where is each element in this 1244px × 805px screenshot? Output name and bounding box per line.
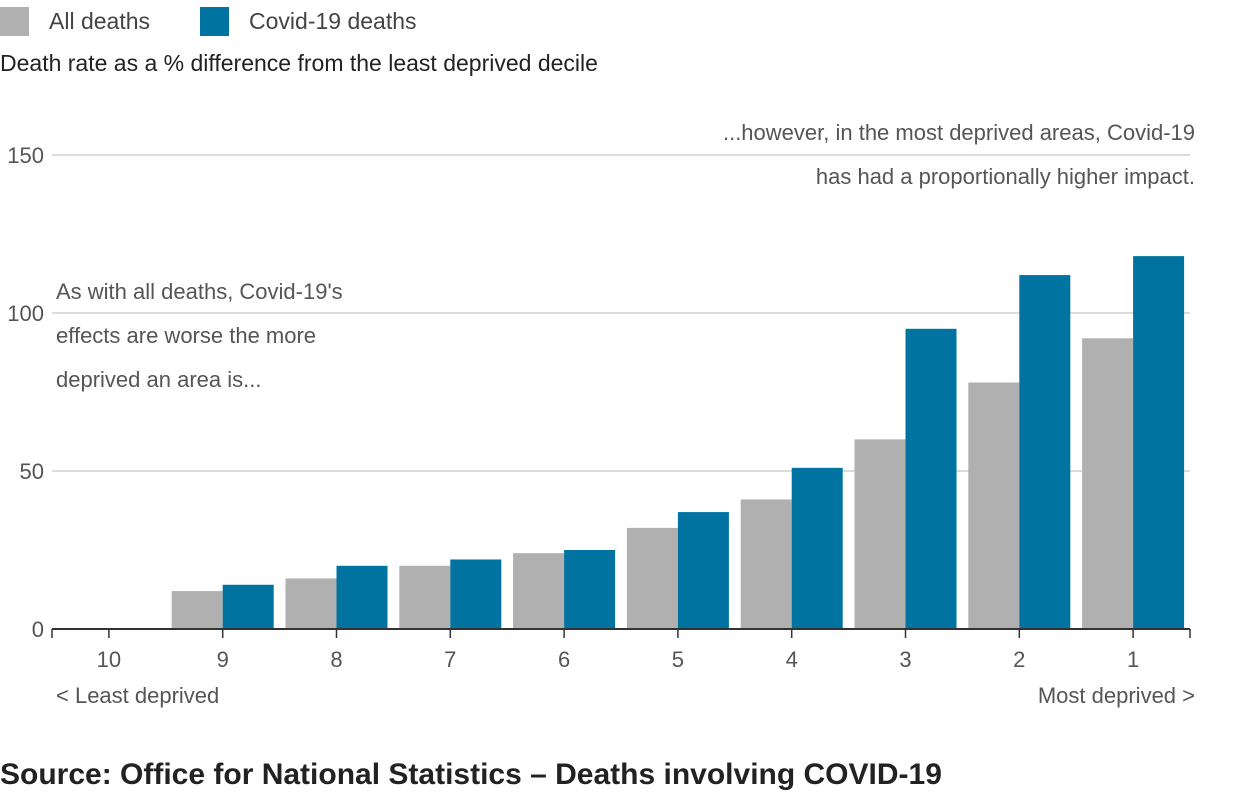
bar-covid-deaths bbox=[222, 584, 274, 629]
bar-all-deaths bbox=[968, 382, 1020, 629]
x-tick-label: 8 bbox=[330, 647, 342, 672]
legend-swatch-all-deaths bbox=[0, 6, 29, 36]
annotation-left-line: As with all deaths, Covid-19's bbox=[56, 279, 343, 304]
x-axis: 10 9 8 7 6 5 4 3 2 1 < Least deprived Most deprived… bbox=[51, 628, 1195, 708]
annotations: ...however, in the most deprived areas, … bbox=[48, 116, 1199, 397]
bar-covid-deaths bbox=[564, 550, 616, 629]
annotation-left-background bbox=[48, 363, 307, 397]
bar-covid-deaths bbox=[905, 328, 957, 629]
annotation-left-background bbox=[48, 275, 396, 309]
x-tick-label: 4 bbox=[786, 647, 798, 672]
axis-note-least-deprived: < Least deprived bbox=[56, 683, 219, 708]
bar-covid-deaths bbox=[336, 565, 388, 629]
bar-all-deaths bbox=[854, 439, 906, 629]
source-note: Source: Office for National Statistics –… bbox=[0, 758, 942, 791]
x-tick-label: 3 bbox=[899, 647, 911, 672]
axis-note-most-deprived: Most deprived > bbox=[1038, 683, 1195, 708]
bar-covid-deaths bbox=[1019, 275, 1071, 629]
annotation-right-background bbox=[750, 160, 1199, 194]
bar-all-deaths bbox=[1082, 338, 1134, 629]
chart-subtitle: Death rate as a % difference from the le… bbox=[0, 50, 598, 76]
bar-covid-deaths bbox=[1133, 256, 1185, 629]
x-tick-label: 1 bbox=[1127, 647, 1139, 672]
legend-label-covid-deaths: Covid-19 deaths bbox=[249, 7, 417, 34]
legend-item-all-deaths: All deaths bbox=[0, 6, 151, 36]
annotation-left-background bbox=[48, 319, 352, 353]
annotation-right-line: ...however, in the most deprived areas, … bbox=[723, 120, 1195, 145]
annotation-left-line: effects are worse the more bbox=[56, 323, 316, 348]
bar-all-deaths bbox=[171, 591, 223, 629]
legend: All deaths Covid-19 deaths bbox=[0, 4, 467, 38]
bar-covid-deaths bbox=[677, 512, 729, 629]
annotation-right-background bbox=[649, 116, 1199, 150]
y-tick-label: 100 bbox=[7, 301, 44, 326]
bar-all-deaths bbox=[285, 578, 337, 629]
bar-all-deaths bbox=[513, 553, 565, 629]
bar-all-deaths bbox=[740, 499, 792, 629]
x-tick-label: 10 bbox=[97, 647, 121, 672]
bar-covid-deaths bbox=[791, 467, 843, 629]
x-tick-label: 6 bbox=[558, 647, 570, 672]
legend-item-covid-deaths: Covid-19 deaths bbox=[200, 6, 417, 36]
bar-all-deaths bbox=[399, 565, 451, 629]
x-tick-label: 5 bbox=[672, 647, 684, 672]
legend-swatch-covid-deaths bbox=[200, 6, 230, 36]
annotation-left-line: deprived an area is... bbox=[56, 367, 261, 392]
legend-label-all-deaths: All deaths bbox=[49, 7, 151, 34]
bar-all-deaths bbox=[626, 527, 678, 629]
bars bbox=[171, 256, 1185, 629]
bar-chart: 0 50 100 150 ...however, in the most depriv… bbox=[7, 116, 1199, 708]
y-tick-label: 150 bbox=[7, 143, 44, 168]
x-tick-label: 2 bbox=[1013, 647, 1025, 672]
x-tick-label: 9 bbox=[217, 647, 229, 672]
y-tick-label: 0 bbox=[32, 617, 44, 642]
y-tick-label: 50 bbox=[20, 459, 44, 484]
bar-covid-deaths bbox=[450, 559, 502, 629]
annotation-right-line: has had a proportionally higher impact. bbox=[816, 164, 1195, 189]
x-tick-label: 7 bbox=[444, 647, 456, 672]
